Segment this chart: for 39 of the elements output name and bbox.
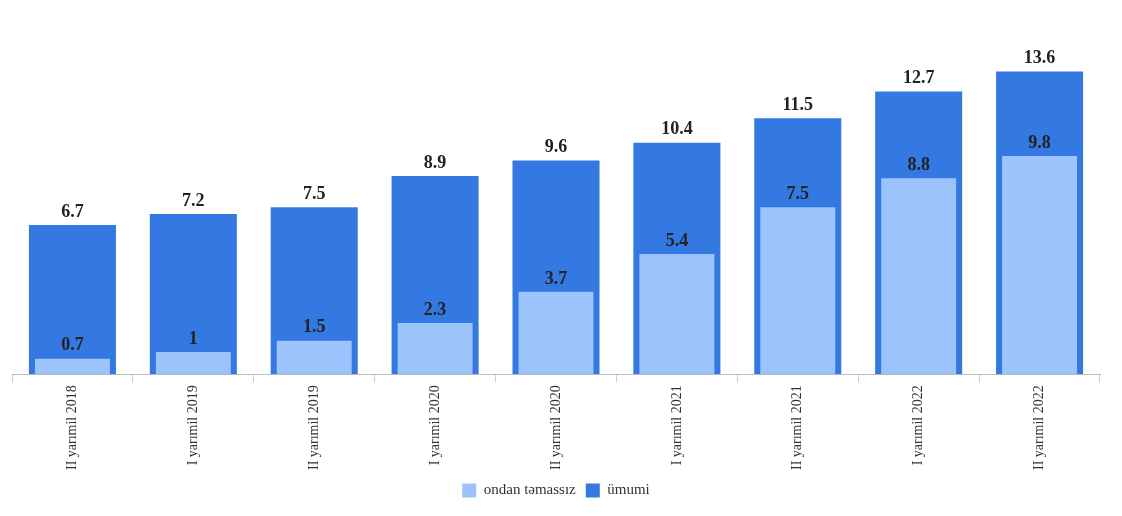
data-label: 9.6 (544, 136, 568, 157)
data-label: 6.7 (61, 200, 84, 221)
x-tick-label: II yarımil 2022 (1031, 385, 1047, 471)
data-label: 1.5 (302, 316, 326, 337)
bar (276, 340, 352, 375)
bar (34, 358, 110, 375)
bar (881, 178, 957, 375)
data-label: 10.4 (661, 118, 693, 139)
data-label: 2.3 (423, 298, 447, 319)
data-label: 12.7 (902, 67, 935, 88)
bar (1002, 156, 1078, 375)
bar (155, 351, 231, 375)
x-tick-label: I yarımil 2021 (668, 385, 684, 466)
data-label: 11.5 (782, 93, 814, 114)
data-label: 1 (188, 327, 198, 348)
legend-label: ümumi (607, 481, 650, 498)
data-label: 9.8 (1028, 131, 1051, 152)
x-tick-label: I yarımil 2022 (910, 385, 926, 466)
bar (28, 225, 116, 375)
x-tick-label: II yarımil 2018 (64, 385, 80, 471)
x-tick-label: I yarımil 2020 (426, 385, 442, 466)
bar (518, 291, 594, 375)
data-label: 7.5 (786, 182, 810, 203)
data-label: 8.9 (423, 151, 447, 172)
data-label: 7.2 (182, 189, 205, 210)
data-label: 7.5 (302, 182, 326, 203)
bar (397, 323, 473, 375)
bar (639, 254, 715, 375)
x-tick-label: II yarımil 2021 (789, 385, 805, 471)
data-label: 8.8 (907, 153, 930, 174)
x-tick-label: II yarımil 2020 (547, 385, 563, 471)
x-tick-label: I yarımil 2019 (185, 385, 201, 466)
bar (760, 207, 836, 375)
data-label: 0.7 (61, 334, 84, 355)
x-tick-label: II yarımil 2019 (305, 385, 321, 471)
data-label: 3.7 (544, 267, 568, 288)
data-label: 13.6 (1023, 47, 1056, 68)
legend-label: ondan təmassız (483, 481, 577, 498)
data-label: 5.4 (665, 229, 689, 250)
